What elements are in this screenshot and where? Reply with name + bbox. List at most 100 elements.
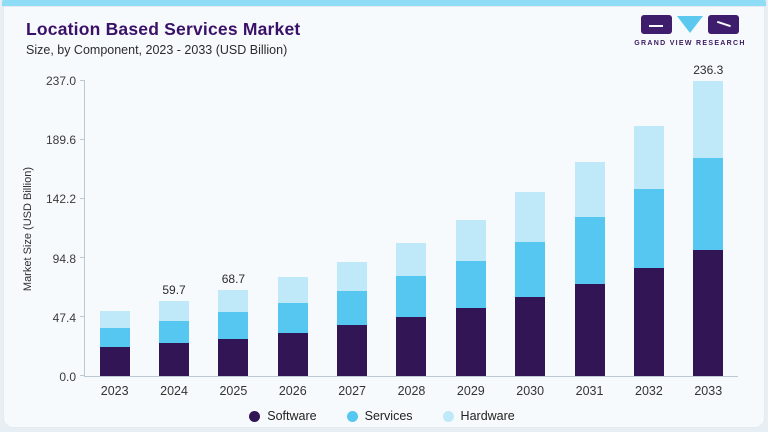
- bar-segment-hardware-2030: [515, 192, 546, 243]
- bar-segment-services-2032: [633, 188, 664, 269]
- y-tick-mark: [80, 316, 85, 317]
- legend-dot-services-icon: [346, 410, 358, 422]
- bar-segment-hardware-2024: [159, 301, 190, 321]
- gvr-logo-text: GRAND VIEW RESEARCH: [634, 40, 746, 47]
- bar-segment-software-2026: [277, 333, 308, 376]
- bar-total-label-2024: 59.7: [162, 283, 186, 298]
- chart-header: Location Based Services Market Size, by …: [16, 19, 748, 57]
- bar-segment-hardware-2027: [337, 262, 368, 292]
- bar-column-2028: 2028: [382, 81, 441, 398]
- bar-column-2023: 2023: [85, 81, 144, 398]
- gvr-logo-g-block-icon: [641, 15, 672, 34]
- legend-item-services: Services: [346, 409, 413, 423]
- x-tick-label-2024: 2024: [160, 384, 188, 398]
- bar-2024: [159, 301, 190, 376]
- legend-item-software: Software: [249, 409, 317, 423]
- y-tick-label: 47.4: [52, 310, 76, 325]
- y-tick-label: 189.6: [45, 133, 76, 148]
- legend-item-hardware: Hardware: [442, 409, 515, 423]
- bar-segment-hardware-2032: [633, 125, 664, 189]
- bar-segment-software-2027: [337, 325, 368, 376]
- bar-2032: [633, 125, 664, 376]
- bar-segment-software-2030: [515, 297, 546, 376]
- bar-segment-services-2026: [277, 302, 308, 334]
- bar-column-2024: 59.7 2024: [144, 81, 203, 398]
- bar-segment-services-2024: [159, 320, 190, 343]
- y-tick-label: 237.0: [45, 74, 76, 88]
- y-tick-label: 142.2: [45, 192, 76, 207]
- y-tick-label: 0.0: [59, 370, 76, 384]
- bar-segment-hardware-2023: [99, 311, 130, 329]
- bar-2031: [574, 161, 605, 376]
- bar-segment-software-2025: [218, 338, 249, 376]
- bar-segment-software-2024: [159, 343, 190, 376]
- bar-column-2031: 2031: [560, 81, 619, 398]
- x-tick-label-2032: 2032: [635, 384, 663, 398]
- bar-segment-services-2033: [693, 157, 724, 250]
- bar-segment-software-2033: [693, 249, 724, 376]
- x-tick-label-2023: 2023: [100, 384, 129, 398]
- y-tick-mark: [80, 198, 85, 199]
- bar-segment-software-2028: [396, 317, 427, 376]
- bar-segment-services-2025: [218, 312, 249, 339]
- bar-2028: [396, 243, 427, 376]
- legend-label: Hardware: [460, 409, 515, 423]
- x-tick-label-2027: 2027: [338, 384, 367, 398]
- x-tick-label-2025: 2025: [219, 384, 248, 398]
- bar-2027: [337, 262, 368, 376]
- bar-column-2027: 2027: [322, 81, 381, 398]
- bar-total-label-2033: 236.3: [693, 62, 724, 77]
- bar-2025: [218, 290, 249, 376]
- legend-dot-hardware-icon: [442, 410, 454, 422]
- bar-column-2033: 236.3 2033: [679, 63, 738, 398]
- y-axis-ticks: 0.0 47.4 94.8 142.2 189.6 237.0: [38, 74, 84, 384]
- bar-2029: [455, 219, 486, 376]
- bar-segment-hardware-2025: [218, 290, 249, 313]
- grand-view-research-logo: GRAND VIEW RESEARCH: [634, 15, 746, 47]
- bar-segment-services-2030: [515, 242, 546, 298]
- x-tick-label-2030: 2030: [516, 384, 545, 398]
- bar-segment-hardware-2026: [277, 277, 308, 303]
- gvr-logo-icon: [634, 15, 746, 36]
- bar-column-2025: 68.7 2025: [204, 81, 263, 398]
- bar-2023: [99, 311, 130, 376]
- bar-total-label-2025: 68.7: [221, 272, 246, 287]
- y-tick-mark: [80, 257, 85, 258]
- legend-dot-software-icon: [249, 410, 261, 422]
- bar-column-2030: 2030: [501, 81, 560, 398]
- y-tick-mark: [80, 375, 85, 376]
- bar-2033: [693, 80, 724, 376]
- page-title: Location Based Services Market: [26, 19, 301, 39]
- bar-column-2026: 2026: [263, 81, 322, 398]
- x-tick-label-2028: 2028: [397, 384, 426, 398]
- bar-segment-services-2029: [455, 260, 486, 309]
- y-axis-title: Market Size (USD Billion): [22, 166, 34, 292]
- top-accent-strip: [2, 0, 766, 6]
- bar-segment-services-2023: [99, 328, 130, 348]
- bar-segment-software-2023: [99, 347, 130, 376]
- y-tick-label: 94.8: [52, 251, 76, 266]
- bar-segment-software-2032: [633, 268, 664, 376]
- y-tick-mark: [80, 80, 85, 81]
- x-tick-label-2026: 2026: [278, 384, 307, 398]
- bar-segment-software-2029: [455, 308, 486, 376]
- bar-2026: [277, 277, 308, 376]
- bar-segment-services-2031: [574, 217, 605, 284]
- bar-segment-hardware-2029: [455, 219, 486, 261]
- infographic-card: Location Based Services Market Size, by …: [3, 6, 765, 428]
- gvr-logo-r-block-icon: [708, 15, 739, 34]
- x-tick-label-2029: 2029: [456, 384, 485, 398]
- legend-label: Services: [364, 409, 413, 423]
- bar-segment-services-2028: [396, 276, 427, 317]
- y-tick-mark: [80, 139, 85, 140]
- chart-area: Market Size (USD Billion) 0.0 47.4 94.8 142…: [18, 63, 738, 398]
- bar-column-2029: 2029: [441, 81, 500, 398]
- bar-column-2032: 2032: [619, 81, 678, 398]
- bar-segment-hardware-2031: [574, 161, 605, 218]
- bar-segment-hardware-2033: [693, 80, 724, 158]
- bar-segment-hardware-2028: [396, 243, 427, 277]
- bar-segment-services-2027: [337, 291, 368, 326]
- legend-label: Software: [267, 409, 317, 423]
- x-tick-label-2031: 2031: [575, 384, 604, 398]
- bar-segment-software-2031: [574, 283, 605, 376]
